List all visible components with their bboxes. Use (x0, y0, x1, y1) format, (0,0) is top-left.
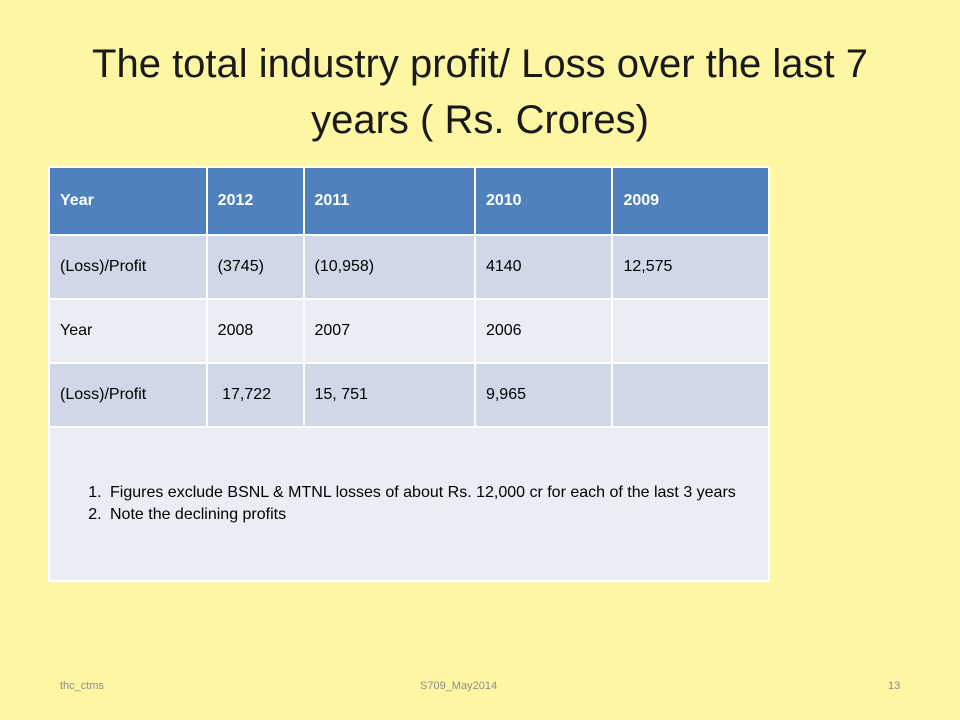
note-item: Note the declining profits (106, 504, 758, 526)
page-number: 13 (888, 680, 901, 692)
table-cell: (Loss)/Profit (48, 234, 208, 300)
table-cell: 2007 (302, 298, 476, 364)
table-cell: 2012 (205, 166, 305, 236)
table-notes-row: Figures exclude BSNL & MTNL losses of ab… (48, 426, 770, 582)
table-cell: 2011 (302, 166, 476, 236)
table-cell: (10,958) (302, 234, 476, 300)
table-cell: (Loss)/Profit (48, 362, 208, 428)
note-item: Figures exclude BSNL & MTNL losses of ab… (106, 482, 758, 504)
table-cell: 12,575 (611, 234, 770, 300)
table-cell: (3745) (205, 234, 305, 300)
table-cell: 2010 (473, 166, 614, 236)
table-cell (611, 362, 770, 428)
table-row-header: Year 2012 2011 2010 2009 (48, 166, 770, 236)
notes-cell: Figures exclude BSNL & MTNL losses of ab… (48, 426, 770, 582)
table-cell: 4140 (473, 234, 614, 300)
table-cell: 17,722 (205, 362, 305, 428)
table-cell: 2008 (205, 298, 305, 364)
table-cell (611, 298, 770, 364)
footer-center: S709_May2014 (420, 680, 498, 692)
table-row: (Loss)/Profit 17,722 15, 751 9,965 (48, 362, 770, 428)
table-cell: 2006 (473, 298, 614, 364)
profit-loss-table: Year 2012 2011 2010 2009 (Loss)/Profit (… (48, 166, 770, 582)
table-cell: Year (48, 298, 208, 364)
table-cell: Year (48, 166, 208, 236)
table-row: Year 2008 2007 2006 (48, 298, 770, 364)
table-row: (Loss)/Profit (3745) (10,958) 4140 12,57… (48, 234, 770, 300)
table-cell: 15, 751 (302, 362, 476, 428)
notes-list: Figures exclude BSNL & MTNL losses of ab… (60, 482, 758, 526)
table-cell: 9,965 (473, 362, 614, 428)
table-cell: 2009 (611, 166, 770, 236)
footer-left: thc_ctms (60, 680, 105, 692)
slide-title: The total industry profit/ Loss over the… (92, 42, 868, 142)
